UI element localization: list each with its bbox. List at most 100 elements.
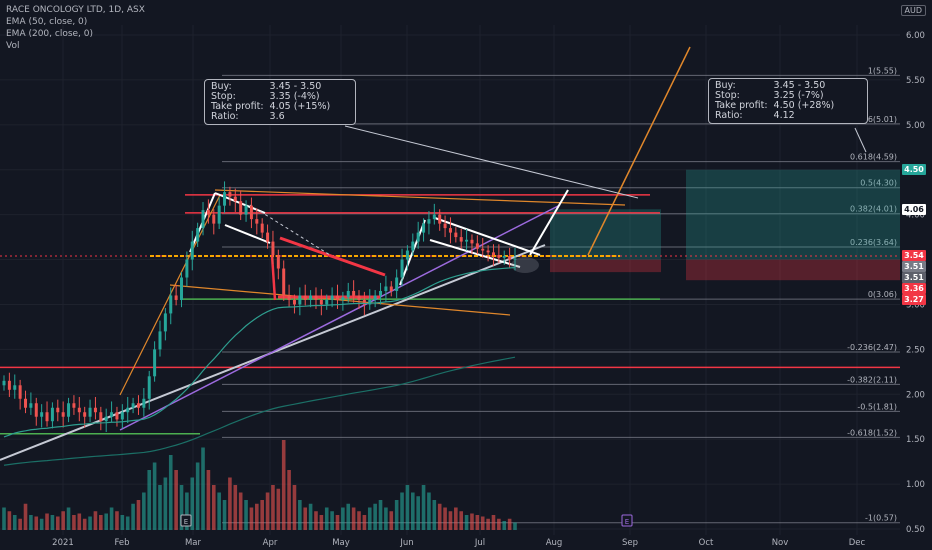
volume-bar	[459, 511, 464, 530]
earnings-marker-label: E	[625, 518, 629, 526]
ema50-line	[3, 266, 516, 438]
price-tag: 3.36	[902, 283, 926, 295]
candle-body	[491, 252, 495, 256]
volume-bar	[432, 500, 437, 530]
volume-bar	[346, 503, 351, 530]
volume-bar	[222, 500, 227, 530]
volume-bar	[217, 492, 221, 530]
x-tick-label: Nov	[772, 538, 789, 548]
note-label: Stop:	[211, 91, 236, 102]
candle-body	[185, 259, 189, 278]
note-value: 3.25 (-7%)	[773, 90, 824, 101]
trade-note-2[interactable]: Buy: 3.45 - 3.50 Stop: 3.25 (-7%) Take pro…	[708, 78, 868, 124]
candle-body	[158, 331, 162, 350]
trendline	[169, 284, 511, 316]
note-pointer-line	[344, 125, 639, 199]
candle-body	[18, 385, 22, 399]
volume-bar	[55, 516, 60, 530]
candle-body	[239, 201, 243, 215]
candle-body	[422, 223, 426, 233]
note-value: 4.50 (+28%)	[773, 100, 835, 111]
candle-body	[352, 290, 356, 296]
candle-body	[61, 412, 65, 417]
volume-bar	[152, 462, 157, 530]
x-tick-label: Jun	[399, 538, 413, 548]
x-tick-label: Mar	[185, 538, 202, 548]
candle-body	[379, 290, 383, 296]
volume-bar	[448, 511, 453, 530]
price-tag: 3.27	[902, 294, 926, 306]
currency-badge[interactable]: AUD	[900, 5, 926, 16]
x-tick-label: Feb	[114, 538, 129, 548]
note-label: Buy:	[715, 80, 736, 91]
candle-body	[83, 412, 87, 417]
candle-body	[341, 297, 345, 300]
candle-body	[244, 205, 248, 215]
volume-bar	[400, 492, 404, 530]
candle-body	[346, 290, 350, 298]
fib-retracement: 1(5.55) 0.786(5.01) 0.618(4.59) 0.5(4.30) 0.…	[222, 66, 900, 524]
volume-bar	[470, 513, 474, 530]
fib-level-label: -0.236(2.47)	[847, 343, 897, 352]
candle-body	[255, 219, 259, 224]
y-tick-label: 0.50	[906, 525, 925, 535]
indicator-ema200[interactable]: EMA (200, close, 0)	[6, 29, 94, 39]
volume-bar	[437, 503, 442, 530]
note-value: 4.05 (+15%)	[269, 101, 331, 112]
volume-bar	[314, 511, 318, 530]
volume-bar	[502, 521, 507, 530]
candle-body	[432, 214, 436, 220]
candle-body	[319, 299, 323, 305]
fib-level-label: 0.5(4.30)	[860, 179, 897, 188]
candle-body	[180, 277, 184, 300]
volume-bar	[298, 500, 302, 530]
candle-body	[260, 223, 264, 233]
candle-body	[271, 241, 275, 256]
indicator-volume[interactable]: Vol	[6, 41, 20, 51]
candle-body	[88, 407, 92, 417]
volume-bar	[362, 515, 367, 530]
candle-body	[330, 295, 334, 300]
x-tick-label: May	[332, 538, 350, 548]
volume-bar	[281, 440, 286, 530]
volume-bar	[12, 515, 17, 530]
candle-body	[153, 349, 157, 377]
candle-body	[174, 295, 178, 300]
candle-body	[120, 412, 124, 420]
price-tag: 4.50	[902, 164, 926, 176]
candle-body	[163, 313, 167, 332]
fib-level-label: -0.618(1.52)	[847, 428, 897, 437]
candle-body	[438, 214, 442, 224]
volume-bar	[72, 515, 76, 530]
y-tick-label: 2.00	[906, 390, 925, 400]
dashed-projection	[249, 204, 331, 256]
volume-bar	[335, 515, 340, 530]
indicator-ema50[interactable]: EMA (50, close, 0)	[6, 17, 88, 27]
volume-bar	[115, 511, 119, 530]
candle-body	[276, 255, 280, 269]
volume-bar	[373, 503, 377, 530]
trendline	[119, 194, 221, 396]
candle-body	[136, 403, 140, 408]
candle-body	[427, 219, 431, 224]
flag-line	[529, 189, 569, 256]
x-tick-label: Apr	[263, 538, 278, 548]
volume-bar	[330, 511, 334, 530]
candle-body	[502, 255, 506, 258]
fib-level-label: -1(0.57)	[865, 514, 897, 523]
volume-bar	[464, 515, 469, 530]
volume-bar	[260, 500, 264, 530]
trade-note-1[interactable]: Buy: 3.45 - 3.50 Stop: 3.35 (-4%) Take pro…	[204, 79, 356, 125]
volume-bar	[308, 503, 313, 530]
volume-bar	[351, 507, 356, 530]
volume-bar	[228, 477, 232, 530]
volume-bar	[45, 513, 49, 530]
candle-body	[104, 416, 108, 422]
volume-bar	[201, 447, 205, 530]
candle-body	[249, 205, 253, 220]
volume-bar	[125, 516, 130, 530]
price-tag: 4.06	[902, 203, 926, 215]
volume-bar	[142, 492, 146, 530]
volume-bar	[211, 485, 216, 530]
